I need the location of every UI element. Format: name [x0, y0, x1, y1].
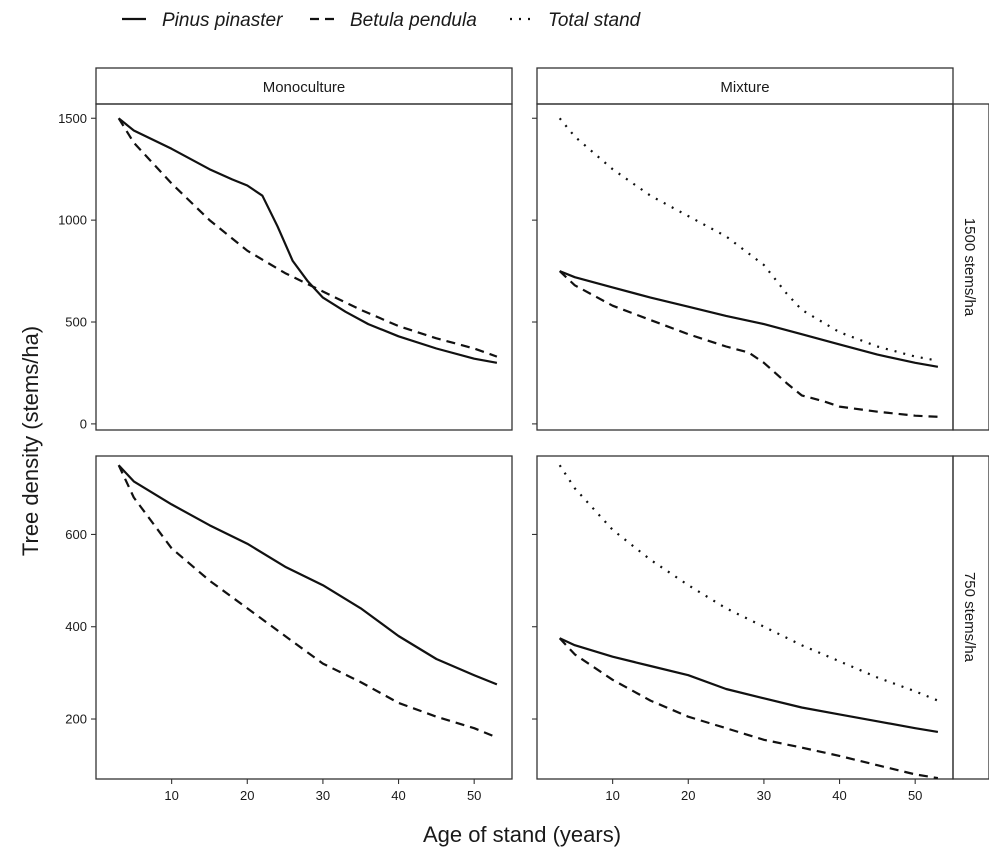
x-tick-label: 50 — [908, 788, 922, 803]
x-tick-label: 30 — [757, 788, 771, 803]
panel-monoculture-750: 200 400 600 10 20 30 40 50 — [65, 455, 513, 803]
x-tick-label: 20 — [681, 788, 695, 803]
strip-label-mixture: Mixture — [720, 79, 769, 96]
x-tick-label: 40 — [391, 788, 405, 803]
series-line-pinus-pinaster — [118, 117, 498, 364]
series-line-betula-pendula — [117, 117, 498, 358]
y-tick-label: 1000 — [58, 213, 87, 228]
series-line-betula-pendula — [558, 270, 938, 418]
panel-frame — [536, 103, 954, 431]
legend: Pinus pinaster Betula pendula Total stan… — [122, 10, 642, 31]
y-tick-label: 200 — [65, 712, 87, 727]
strip-mixture — [536, 67, 954, 105]
panel-frame — [536, 455, 954, 780]
x-tick-label: 20 — [240, 788, 254, 803]
strip-label-1500: 1500 stems/ha — [961, 218, 978, 317]
legend-label-betula-pendula: Betula pendula — [350, 10, 477, 31]
legend-label-total-stand: Total stand — [548, 10, 642, 31]
y-axis-title: Tree density (stems/ha) — [18, 326, 43, 556]
strip-label-monoculture: Monoculture — [263, 79, 346, 96]
x-axis-title: Age of stand (years) — [423, 822, 621, 847]
panel-frame — [95, 103, 513, 431]
panel-mixture-750: 10 20 30 40 50 — [532, 455, 954, 803]
panel-mixture-1500 — [532, 103, 954, 431]
y-tick-label: 0 — [80, 416, 87, 431]
series-line-betula-pendula — [117, 464, 498, 739]
x-tick-label: 10 — [605, 788, 619, 803]
series-line-pinus-pinaster — [559, 270, 939, 368]
panel-monoculture-1500: 0 500 1000 1500 — [58, 103, 513, 431]
x-tick-label: 40 — [832, 788, 846, 803]
series-line-pinus-pinaster — [559, 637, 939, 733]
legend-label-pinus-pinaster: Pinus pinaster — [162, 10, 283, 31]
strip-monoculture — [95, 67, 513, 105]
x-tick-label: 30 — [316, 788, 330, 803]
series-line-pinus-pinaster — [117, 464, 498, 686]
strip-750 — [952, 455, 989, 780]
y-tick-label: 400 — [65, 619, 87, 634]
series-line-betula-pendula — [558, 637, 939, 780]
x-tick-label: 10 — [164, 788, 178, 803]
y-tick-label: 500 — [65, 315, 87, 330]
y-tick-label: 600 — [65, 527, 87, 542]
x-tick-label: 50 — [467, 788, 481, 803]
y-tick-label: 1500 — [58, 111, 87, 126]
series-line-total-stand — [558, 117, 939, 362]
panel-frame — [95, 455, 513, 780]
strip-label-750: 750 stems/ha — [961, 572, 978, 663]
